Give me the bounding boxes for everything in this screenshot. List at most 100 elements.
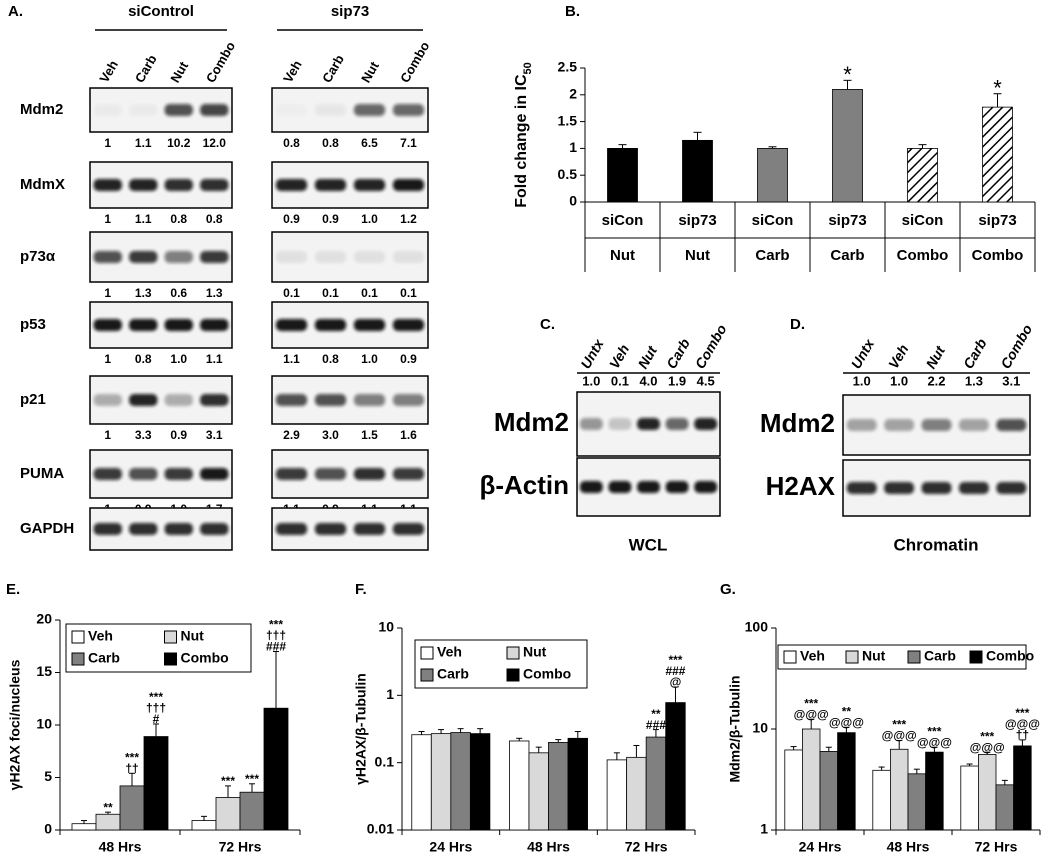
- quant-label: 6.5: [361, 136, 378, 150]
- legend-swatch: [71, 630, 85, 644]
- error-bar: [843, 79, 852, 90]
- annotation: ***: [245, 772, 259, 786]
- x-group-label: Carb: [755, 247, 789, 264]
- annotation: ††: [1016, 728, 1029, 742]
- x-group-label: Combo: [897, 247, 949, 264]
- row-label: GAPDH: [20, 520, 74, 537]
- annotation: ††: [125, 761, 138, 775]
- band: [665, 418, 689, 430]
- quant-label: 4.0: [639, 373, 657, 388]
- bar: [191, 820, 217, 831]
- y-tick-label: 0.1: [375, 753, 395, 769]
- quant-label: 1.5: [361, 428, 378, 442]
- annotation: @@@: [794, 707, 829, 721]
- x-group-label: Nut: [685, 247, 710, 264]
- quant-label: 1.1: [135, 212, 152, 226]
- band: [579, 418, 603, 430]
- band: [129, 394, 158, 406]
- band: [637, 418, 660, 430]
- quant-label: 0.8: [170, 212, 187, 226]
- band: [200, 179, 229, 191]
- error-bar: [153, 723, 159, 737]
- band: [996, 482, 1027, 494]
- annotation: @: [670, 675, 682, 689]
- row-label: Mdm2: [760, 408, 835, 438]
- error-bar: [984, 751, 991, 755]
- panel-label: A.: [8, 3, 23, 20]
- quant-label: 3.3: [135, 428, 152, 442]
- y-tick-label: 20: [36, 611, 52, 627]
- bar: [665, 702, 686, 831]
- band: [200, 523, 229, 535]
- error-bar: [129, 772, 135, 786]
- band: [314, 523, 347, 535]
- annotation: @@@: [1005, 717, 1040, 731]
- y-axis-label: Fold change in IC50: [513, 62, 534, 208]
- quant-label: 0.9: [322, 212, 339, 226]
- row-label: p21: [20, 391, 46, 408]
- x-group-label: Carb: [830, 247, 864, 264]
- annotation: ***: [668, 653, 682, 667]
- legend-label: Veh: [437, 644, 462, 660]
- quant-label: 0.8: [135, 352, 152, 366]
- lane-label: Nut: [634, 342, 660, 371]
- bar: [469, 733, 491, 831]
- band: [93, 394, 122, 406]
- band: [93, 523, 122, 535]
- quant-label: 1.0: [361, 212, 378, 226]
- legend-label: Combo: [181, 650, 229, 666]
- annotation: ***: [980, 729, 994, 743]
- annotation: **: [842, 704, 852, 718]
- y-tick-label: 1.5: [558, 112, 578, 128]
- x-tick-label: 72 Hrs: [975, 839, 1018, 855]
- panel-label: E.: [6, 581, 20, 598]
- y-axis-label-sub: 50: [522, 62, 534, 74]
- lane-label: Untx: [848, 335, 878, 371]
- bar: [925, 751, 944, 831]
- band: [275, 394, 308, 406]
- legend-box: [777, 644, 1027, 670]
- error-bar: [477, 728, 484, 734]
- band: [846, 419, 877, 431]
- x-tick-label: 72 Hrs: [625, 839, 668, 855]
- y-axis-label: γH2AX foci/nucleus: [7, 659, 23, 790]
- band: [276, 104, 307, 116]
- quant-label: 1.1: [283, 352, 300, 366]
- quant-label: 0.1: [283, 286, 300, 300]
- error-bar: [768, 146, 777, 149]
- error-bar: [913, 768, 920, 774]
- y-axis-label: γH2AX/β-Tubulin: [353, 673, 369, 785]
- panel-label: F.: [355, 581, 367, 598]
- group-label: sip73: [331, 3, 369, 20]
- legend-label: Veh: [800, 648, 825, 664]
- bar: [548, 741, 569, 831]
- legend-swatch: [907, 650, 921, 664]
- error-bar: [613, 752, 620, 760]
- error-bar: [535, 746, 542, 753]
- bar: [606, 759, 628, 831]
- error-bar: [790, 746, 797, 750]
- band: [608, 481, 632, 493]
- band: [93, 319, 122, 331]
- band: [129, 319, 158, 331]
- band: [579, 481, 603, 493]
- y-tick-label: 1: [760, 821, 768, 837]
- legend-label: Carb: [924, 648, 956, 664]
- y-tick-label: 0.01: [367, 821, 394, 837]
- band: [608, 418, 632, 430]
- band: [200, 468, 229, 480]
- bar: [978, 754, 997, 831]
- x-tick-label: siCon: [752, 212, 794, 229]
- lane-label: Carb: [663, 335, 693, 371]
- band: [353, 104, 386, 116]
- band: [314, 179, 347, 191]
- x-tick-label: sip73: [978, 212, 1016, 229]
- band: [353, 468, 386, 480]
- quant-label: 1: [104, 212, 111, 226]
- group-label: siControl: [128, 3, 194, 20]
- quant-label: 10.2: [167, 136, 191, 150]
- error-bar: [1019, 739, 1026, 746]
- lane-label: Veh: [280, 58, 305, 86]
- bar: [239, 791, 265, 831]
- annotation: †††: [146, 701, 166, 715]
